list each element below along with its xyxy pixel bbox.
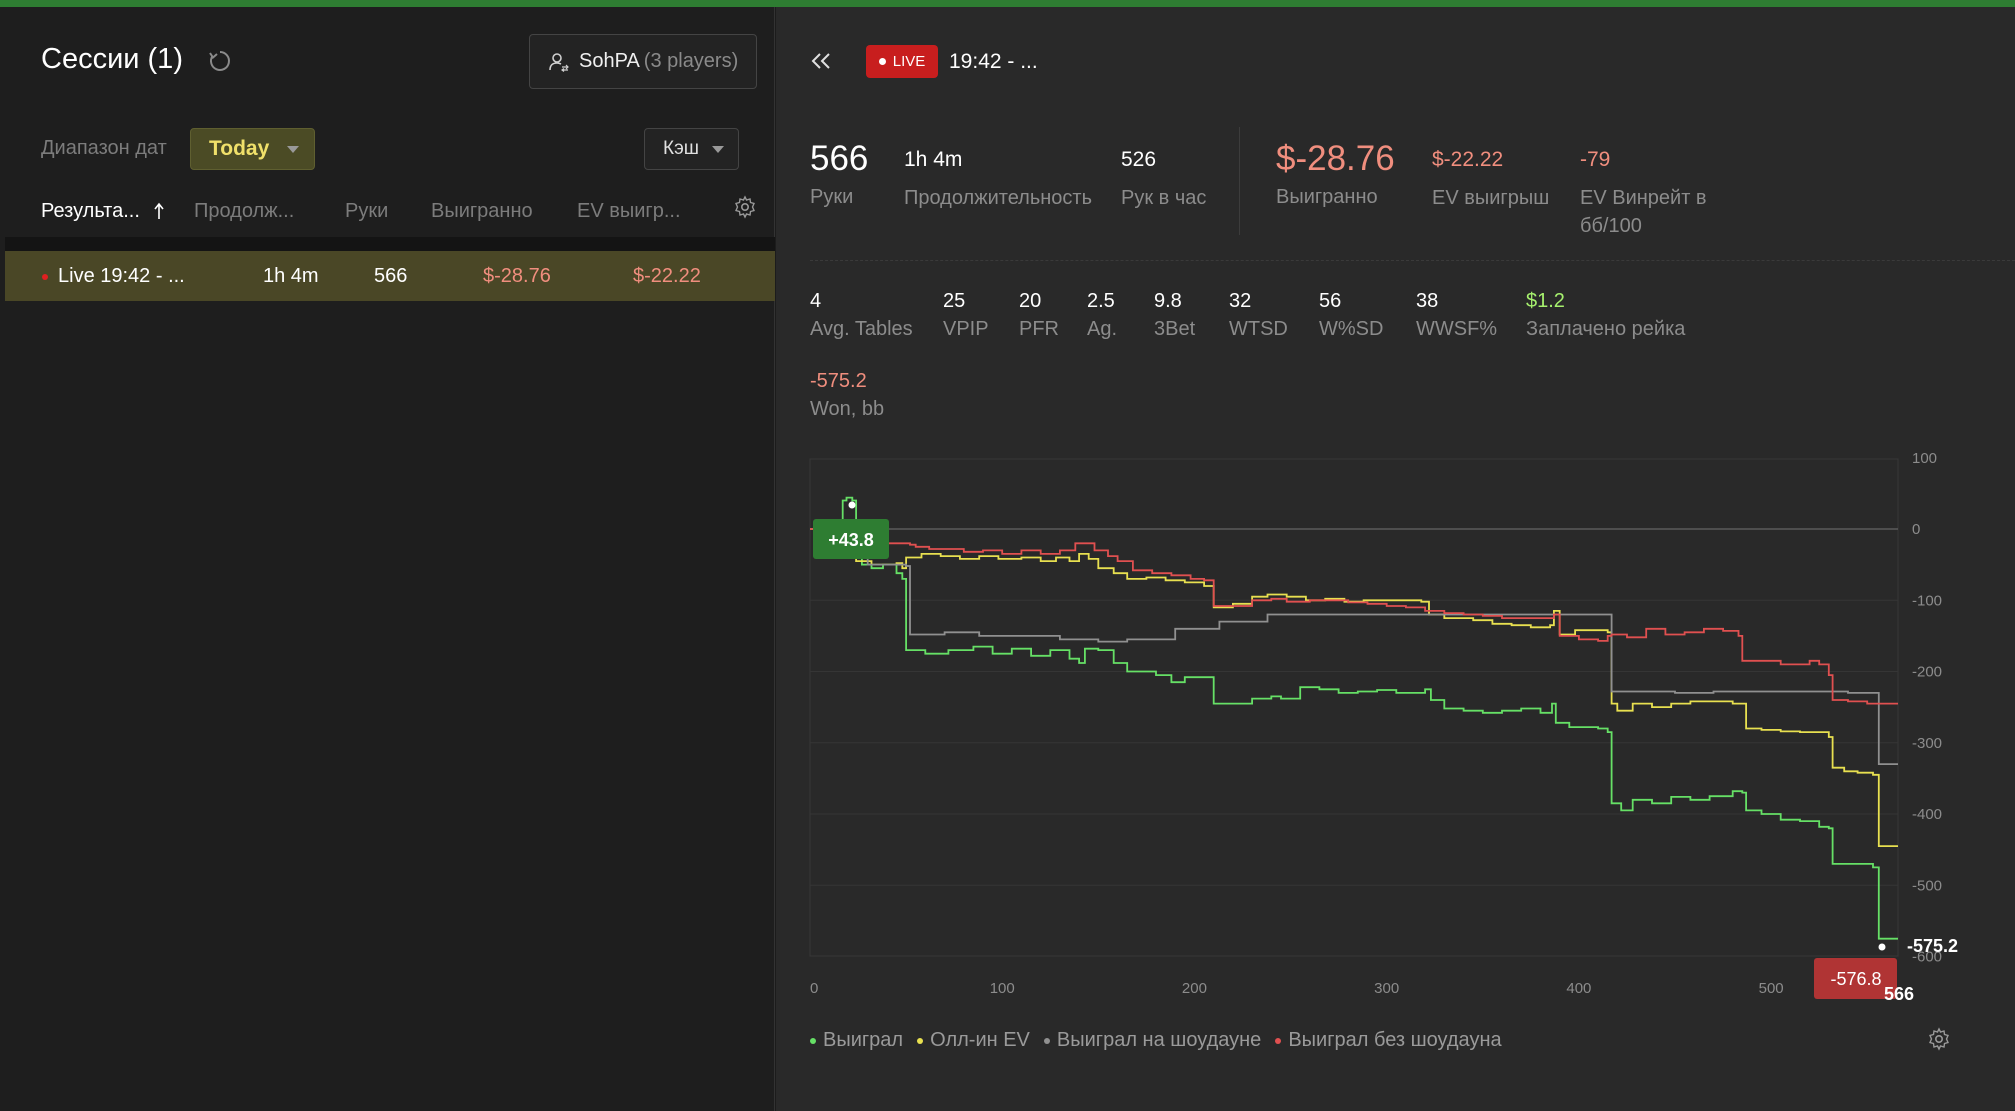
- date-range-label: Диапазон дат: [41, 137, 167, 159]
- live-dot-icon: [878, 58, 886, 65]
- legend-label: Выиграл без шоудауна: [1288, 1029, 1502, 1051]
- x-tick-label: 500: [1759, 980, 1784, 997]
- stat-hands: 566 Руки: [810, 139, 869, 208]
- player-name: SohPA: [579, 50, 640, 72]
- series-line-2: [810, 528, 1898, 765]
- min-badge: [1814, 958, 1897, 999]
- refresh-icon[interactable]: [207, 48, 233, 74]
- max-point: [848, 501, 856, 509]
- chart-frame: [809, 458, 1899, 957]
- game-type-dropdown[interactable]: Кэш: [644, 128, 739, 170]
- stats-divider: [1239, 127, 1240, 235]
- sessions-panel: Сессии (1) SohPA (3 players) Диапазон дат…: [0, 7, 775, 1111]
- y-tick-label: -600: [1912, 949, 1942, 966]
- game-type-value: Кэш: [663, 138, 700, 159]
- stat-pfr: 20 PFR: [1019, 290, 1059, 340]
- session-detail-panel: LIVE 19:42 - ... 566 Руки 1h 4m Продолжите…: [776, 7, 2015, 1111]
- legend-label: Выиграл: [823, 1029, 904, 1051]
- player-count: (3 players): [643, 50, 739, 72]
- min-label: -576.8: [1830, 969, 1881, 989]
- stat-won-bb: -575.2 Won, bb: [810, 370, 885, 420]
- y-tick-label: -100: [1912, 592, 1942, 609]
- stat-duration: 1h 4m Продолжительность: [904, 148, 1092, 209]
- series-line-1: [810, 521, 1898, 847]
- column-won[interactable]: Выигранно: [431, 200, 533, 222]
- legend-dot-icon: [1275, 1037, 1282, 1044]
- stat-wtsd: 32 WTSD: [1229, 290, 1288, 340]
- row-ev-won: $-22.22: [633, 265, 701, 287]
- legend-item-1[interactable]: Олл-ин EV: [917, 1029, 1030, 1052]
- session-title: 19:42 - ...: [949, 50, 1038, 73]
- sort-ascending-icon[interactable]: [153, 202, 165, 220]
- x-tick-label: 300: [1374, 980, 1399, 997]
- date-range-value: Today: [209, 137, 270, 160]
- chevron-down-icon: [712, 146, 724, 153]
- chevron-down-icon: [287, 146, 299, 153]
- legend-dot-icon: [810, 1037, 816, 1044]
- series-line-3: [810, 521, 1898, 705]
- user-switch-icon: [549, 52, 569, 72]
- row-duration: 1h 4m: [263, 265, 319, 287]
- stats-dashed-divider: [810, 260, 2015, 261]
- x-tick-label: 200: [1182, 980, 1207, 997]
- series-line-0: [810, 496, 1898, 940]
- date-range-dropdown[interactable]: Today: [190, 128, 315, 170]
- session-row[interactable]: Live 19:42 - ... 1h 4m 566 $-28.76 $-22.…: [5, 251, 775, 301]
- max-badge: [813, 519, 889, 559]
- x-tick-label: 400: [1566, 980, 1591, 997]
- legend-item-3[interactable]: Выиграл без шоудауна: [1275, 1029, 1502, 1052]
- column-ev-won[interactable]: EV выигр...: [577, 200, 681, 222]
- end-value-label: -575.2: [1907, 936, 1958, 956]
- y-tick-label: -500: [1912, 877, 1942, 894]
- stat-rake-paid: $1.2 Заплачено рейка: [1526, 290, 1686, 340]
- gear-icon[interactable]: [1927, 1027, 1951, 1051]
- column-hands[interactable]: Руки: [345, 200, 389, 222]
- chart-legend: Выиграл Олл-ин EV Выиграл на шоудауне Выигр…: [810, 1029, 1516, 1052]
- y-tick-label: 0: [1912, 521, 1920, 538]
- stat-vpip: 25 VPIP: [943, 290, 989, 340]
- legend-label: Олл-ин EV: [930, 1029, 1030, 1051]
- y-tick-label: -200: [1912, 664, 1942, 681]
- stat-avg-tables: 4 Avg. Tables: [810, 290, 913, 340]
- x-tick-label: 0: [810, 980, 818, 997]
- legend-item-2[interactable]: Выиграл на шоудауне: [1043, 1029, 1262, 1052]
- y-tick-label: -400: [1912, 806, 1942, 823]
- stat-won: $-28.76 Выигранно: [1276, 139, 1395, 208]
- y-tick-label: -300: [1912, 735, 1942, 752]
- y-tick-label: 100: [1912, 450, 1937, 467]
- legend-dot-icon: [917, 1037, 924, 1044]
- column-result[interactable]: Результа...: [41, 200, 140, 222]
- stat-wsd: 56 W%SD: [1319, 290, 1384, 340]
- live-label: LIVE: [892, 53, 926, 70]
- legend-label: Выиграл на шоудауне: [1056, 1029, 1262, 1051]
- stat-3bet: 9.8 3Bet: [1154, 290, 1196, 340]
- stat-wwsf: 38 WWSF%: [1416, 290, 1498, 340]
- stat-hands-per-hour: 526 Рук в час: [1121, 148, 1207, 209]
- player-selector-button[interactable]: SohPA (3 players): [529, 34, 757, 89]
- column-duration[interactable]: Продолж...: [194, 200, 295, 222]
- stat-ev-winrate: -79 EV Винрейт в бб/100: [1580, 148, 1707, 237]
- min-point: [1878, 943, 1886, 951]
- stat-ev-won: $-22.22 EV выигрыш: [1432, 148, 1550, 209]
- x-end-label: 566: [1884, 984, 1914, 1004]
- legend-dot-icon: [1043, 1037, 1050, 1044]
- row-hands: 566: [374, 265, 408, 287]
- top-accent-bar: [0, 0, 2015, 7]
- live-dot-icon: [42, 274, 48, 280]
- x-tick-label: 100: [990, 980, 1015, 997]
- max-label: +43.8: [828, 530, 874, 550]
- sessions-title: Сессии (1): [41, 43, 183, 75]
- table-divider: [5, 237, 775, 251]
- row-won: $-28.76: [483, 265, 551, 287]
- row-session-name: Live 19:42 - ...: [58, 265, 185, 287]
- live-badge: LIVE: [866, 45, 938, 78]
- double-chevron-left-icon[interactable]: [810, 51, 832, 71]
- sessions-table-header: Результа... Продолж... Руки Выигранно EV…: [0, 192, 775, 232]
- session-graph: 100 0 -100 -200 -300 -400 -500 -600 0 100 200 300 40…: [809, 450, 1958, 1004]
- gear-icon[interactable]: [733, 195, 757, 219]
- legend-item-0[interactable]: Выиграл: [810, 1029, 903, 1052]
- stat-aggression: 2.5 Ag.: [1087, 290, 1118, 340]
